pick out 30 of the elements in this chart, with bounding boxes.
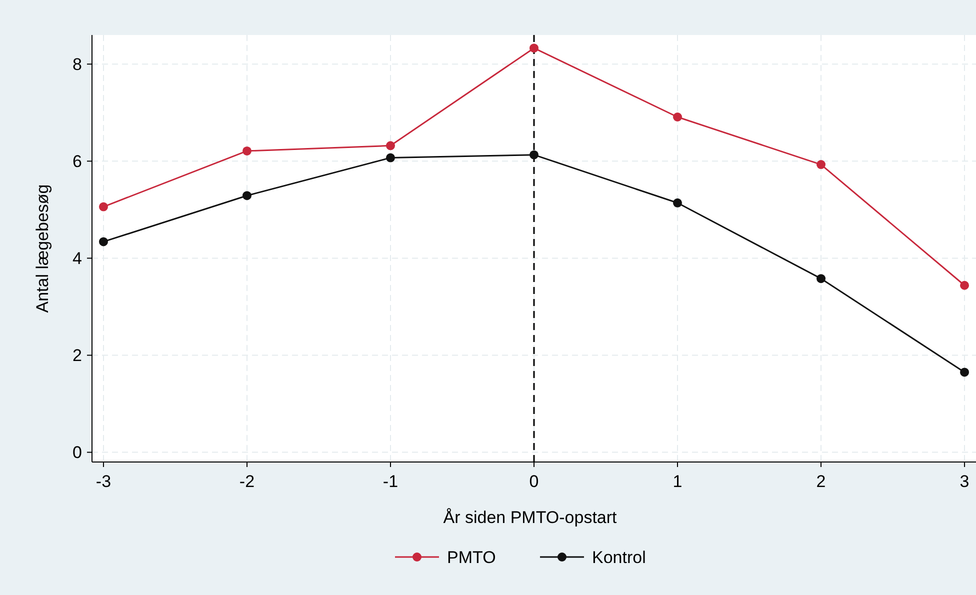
point: [98, 202, 108, 212]
point: [242, 191, 252, 200]
y-axis-title: Antal lægebesøg: [33, 184, 52, 313]
x-tick-label: 1: [672, 472, 682, 491]
point: [386, 141, 395, 150]
point: [98, 237, 108, 246]
point: [242, 146, 252, 156]
point: [960, 368, 970, 377]
point: [960, 280, 970, 290]
legend-label: PMTO: [447, 548, 496, 567]
legend-label: Kontrol: [592, 548, 646, 567]
x-tick-label: 2: [816, 472, 826, 491]
y-tick-label: 2: [72, 346, 82, 366]
y-tick-label: 6: [72, 152, 82, 172]
x-tick-label: -2: [239, 472, 255, 491]
point: [816, 274, 826, 284]
x-axis-title: År siden PMTO-opstart: [443, 508, 618, 527]
y-tick-label: 4: [72, 249, 82, 268]
point: [673, 112, 682, 122]
point: [673, 198, 682, 208]
point: [816, 160, 826, 170]
point: [386, 153, 395, 162]
y-tick-label: 8: [72, 55, 82, 74]
x-tick-label: 0: [529, 472, 539, 491]
point: [530, 150, 538, 160]
x-tick-label: 3: [960, 472, 970, 491]
point: [530, 44, 538, 53]
x-tick-label: -3: [96, 472, 112, 491]
x-tick-label: -1: [382, 472, 398, 491]
y-tick-label: 0: [72, 443, 82, 462]
